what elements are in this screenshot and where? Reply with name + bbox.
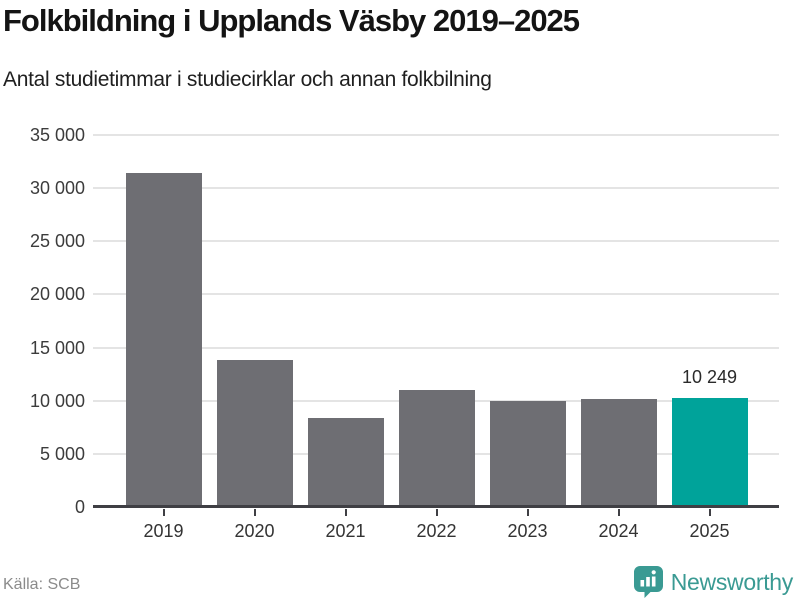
x-axis-tick bbox=[162, 509, 165, 516]
x-slot-2024: 2024 bbox=[573, 509, 664, 542]
bar-slot-2024 bbox=[573, 135, 664, 507]
bar-2019 bbox=[125, 173, 202, 507]
x-slot-2023: 2023 bbox=[482, 509, 573, 542]
x-axis-tick bbox=[617, 509, 620, 516]
newsworthy-wordmark: Newsworthy bbox=[670, 568, 794, 595]
y-axis-tick-label: 20 000 bbox=[29, 284, 85, 305]
plot-area: 0 5 000 10 000 15 000 20 000 25 000 30 000 35 0… bbox=[30, 125, 779, 541]
y-axis-tick-label: 15 000 bbox=[29, 337, 85, 358]
y-axis-tick-label: 30 000 bbox=[29, 178, 85, 199]
chart-title: Folkbildning i Upplands Väsby 2019–2025 bbox=[3, 3, 580, 38]
bar-2025: 10 249 bbox=[671, 367, 748, 507]
newsworthy-pin-barchart-icon bbox=[633, 566, 663, 598]
y-axis-tick-label: 35 000 bbox=[29, 125, 85, 145]
x-slot-2022: 2022 bbox=[391, 509, 482, 542]
x-slot-2020: 2020 bbox=[209, 509, 300, 542]
bar-2020 bbox=[216, 359, 293, 507]
x-axis-tick bbox=[344, 509, 347, 516]
gridline-25000 bbox=[93, 240, 779, 243]
x-slot-2025: 2025 bbox=[664, 509, 755, 542]
gridline-15000 bbox=[93, 346, 779, 349]
x-slot-2019: 2019 bbox=[118, 509, 209, 542]
x-axis-label-2022: 2022 bbox=[416, 521, 457, 541]
bars-row: 10 249 bbox=[100, 135, 779, 507]
x-axis-label-2025: 2025 bbox=[689, 521, 730, 541]
bar-slot-2019 bbox=[118, 135, 209, 507]
y-axis-tick-label: 5 000 bbox=[39, 443, 85, 464]
x-axis-label-2024: 2024 bbox=[598, 521, 639, 541]
bar-slot-2023 bbox=[482, 135, 573, 507]
gridline-35000 bbox=[93, 134, 779, 136]
x-axis: 2019 2020 2021 2022 2023 2024 2025 bbox=[100, 509, 779, 542]
y-axis-tick-label: 0 bbox=[74, 497, 85, 517]
x-axis-tick bbox=[526, 509, 529, 516]
x-axis-label-2021: 2021 bbox=[325, 521, 366, 541]
source-note: Källa: SCB bbox=[3, 576, 81, 593]
x-axis-label-2023: 2023 bbox=[507, 521, 548, 541]
chart-subtitle: Antal studietimmar i studiecirklar och a… bbox=[3, 68, 492, 91]
bar-slot-2021 bbox=[300, 135, 391, 507]
x-axis-label-2019: 2019 bbox=[143, 521, 184, 541]
bar-2024 bbox=[580, 399, 657, 507]
newsworthy-logo[interactable]: Newsworthy bbox=[633, 566, 794, 598]
x-slot-2021: 2021 bbox=[300, 509, 391, 542]
bar-slot-2022 bbox=[391, 135, 482, 507]
gridline-30000 bbox=[93, 187, 779, 190]
bar-slot-2020 bbox=[209, 135, 300, 507]
bar-2021 bbox=[307, 418, 384, 507]
x-axis-tick bbox=[253, 509, 256, 516]
x-axis-line bbox=[93, 505, 779, 508]
y-axis-tick-label: 10 000 bbox=[29, 390, 85, 411]
gridline-20000 bbox=[93, 293, 779, 296]
bar-slot-2025: 10 249 bbox=[664, 135, 755, 507]
bar-2022 bbox=[398, 389, 475, 507]
x-axis-label-2020: 2020 bbox=[234, 521, 275, 541]
y-axis-tick-label: 25 000 bbox=[29, 231, 85, 252]
x-axis-tick bbox=[708, 509, 711, 516]
x-axis-tick bbox=[435, 509, 438, 516]
highlight-value-label: 10 249 bbox=[681, 367, 738, 388]
bar-2023 bbox=[489, 401, 566, 507]
